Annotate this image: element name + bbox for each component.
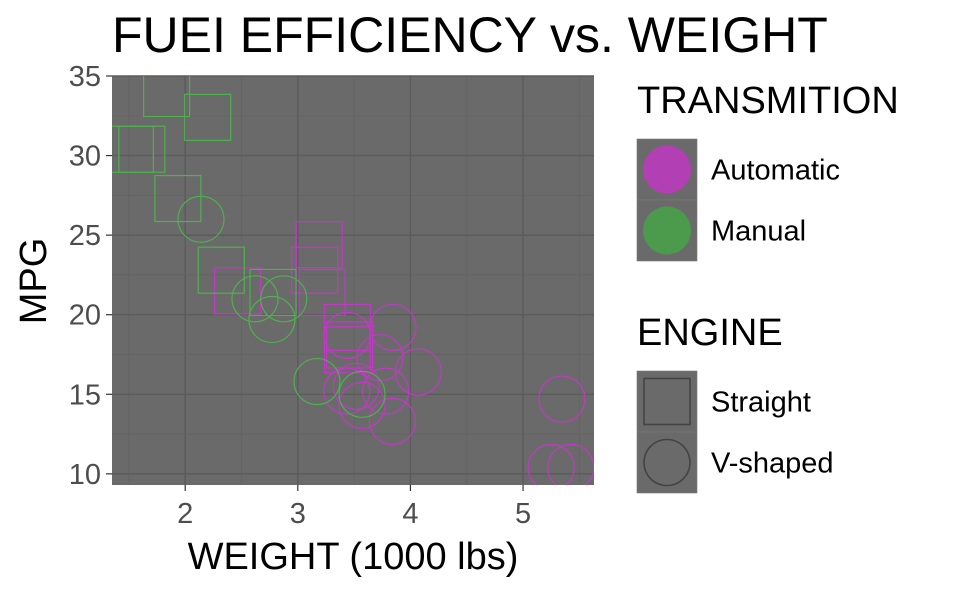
point-circle — [323, 311, 371, 360]
x-tick-label: 4 — [402, 498, 418, 530]
point-circle — [338, 370, 386, 418]
point-circle — [332, 362, 380, 410]
y-tick-label: 25 — [69, 220, 101, 252]
point-square — [291, 246, 339, 294]
point-circle — [368, 397, 417, 445]
data-points — [112, 76, 594, 485]
point-square — [184, 93, 232, 141]
point-square — [295, 221, 343, 269]
legend-key-swatch — [643, 145, 691, 194]
x-axis-ticks: 2 3 4 5 — [177, 485, 531, 530]
legend-engine: ENGINE Straight V-shaped — [636, 312, 834, 494]
legend-label: V-shaped — [711, 448, 834, 480]
point-circle — [547, 443, 594, 485]
y-tick-label: 15 — [69, 379, 101, 411]
point-circle — [538, 375, 586, 423]
point-circle — [394, 348, 442, 396]
point-circle — [369, 303, 417, 352]
point-circle — [362, 367, 410, 415]
chart-title: FUEI EFFICIENCY vs. WEIGHT — [112, 7, 828, 63]
y-tick-label: 35 — [69, 61, 101, 93]
plot-panel — [112, 76, 594, 485]
point-square — [249, 268, 297, 317]
x-tick-label: 3 — [290, 498, 306, 530]
legend-label: Automatic — [711, 155, 840, 187]
legend-key-background — [636, 370, 698, 433]
y-tick-label: 30 — [69, 141, 101, 173]
legend-label: Straight — [711, 387, 811, 419]
gridlines — [112, 75, 594, 485]
point-square — [143, 76, 191, 118]
point-circle — [293, 357, 341, 406]
legend-title: ENGINE — [637, 312, 783, 354]
point-circle — [177, 195, 225, 243]
point-circle — [527, 443, 575, 485]
point-square — [197, 246, 245, 294]
legend-key-square — [643, 377, 691, 426]
legend-key-circle — [643, 438, 691, 487]
y-tick-label: 20 — [69, 300, 101, 332]
point-circle — [248, 295, 296, 344]
point-square — [112, 125, 154, 173]
legend-key-background — [636, 431, 698, 494]
point-square — [298, 268, 346, 317]
point-circle — [338, 381, 386, 430]
legend-key-swatch — [643, 206, 691, 255]
y-axis-title: MPG — [13, 238, 55, 325]
x-axis-title: WEIGHT (1000 lbs) — [188, 536, 519, 578]
point-circle — [231, 275, 279, 323]
x-tick-label: 2 — [177, 498, 193, 530]
y-tick-label: 10 — [69, 459, 101, 491]
y-axis-ticks: 10 15 20 25 30 35 — [69, 61, 112, 491]
point-circle — [323, 367, 371, 415]
x-tick-label: 5 — [515, 498, 531, 530]
legend-transmission: TRANSMITION Automatic Manual — [636, 80, 899, 262]
legend-title: TRANSMITION — [637, 80, 899, 122]
legend-label: Manual — [711, 216, 806, 248]
point-square — [323, 326, 371, 374]
